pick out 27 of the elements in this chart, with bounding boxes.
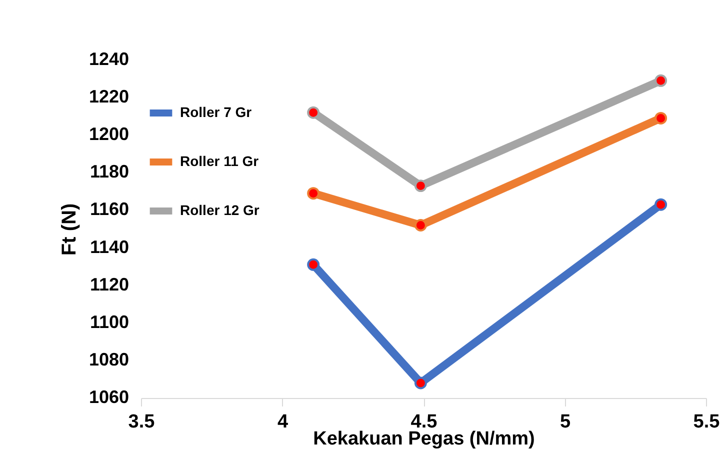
y-tick-label: 1120 — [90, 274, 129, 294]
point — [654, 112, 668, 124]
x-tick-label: 3.5 — [128, 412, 156, 432]
point — [414, 219, 427, 232]
legend-label: Roller 11 Gr — [180, 153, 260, 169]
x-tick-label: 5.5 — [693, 412, 720, 432]
point — [414, 376, 427, 390]
y-tick-label: 1220 — [88, 86, 129, 107]
x-tick-label: 5 — [560, 412, 571, 432]
y-tick-label: 1080 — [88, 349, 129, 370]
y-tick-label: 1240 — [88, 49, 129, 69]
point — [654, 198, 668, 211]
y-axis-title: Ft (N) — [58, 203, 80, 256]
point — [654, 74, 668, 87]
y-tick-label: 1100 — [90, 312, 129, 332]
point — [307, 187, 320, 200]
legend-label: Roller 7 Gr — [180, 104, 252, 120]
y-tick-label: 1200 — [88, 124, 129, 144]
x-tick-label: 4 — [277, 412, 288, 432]
y-tick-label: 1140 — [90, 236, 129, 257]
legend-label: Roller 12 Gr — [180, 202, 260, 218]
y-tick-label: 1060 — [88, 387, 129, 407]
point — [307, 106, 320, 119]
point — [307, 258, 320, 271]
point — [414, 180, 427, 192]
y-tick-label: 1160 — [90, 199, 129, 220]
y-tick-label: 1180 — [90, 162, 129, 182]
